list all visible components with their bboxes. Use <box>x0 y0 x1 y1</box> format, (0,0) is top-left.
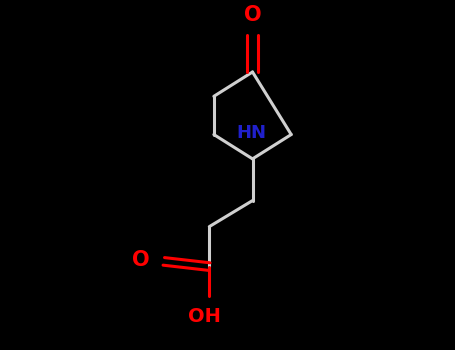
Text: OH: OH <box>188 307 221 326</box>
Text: O: O <box>131 250 149 270</box>
Text: O: O <box>244 5 261 25</box>
Text: HN: HN <box>236 124 266 142</box>
